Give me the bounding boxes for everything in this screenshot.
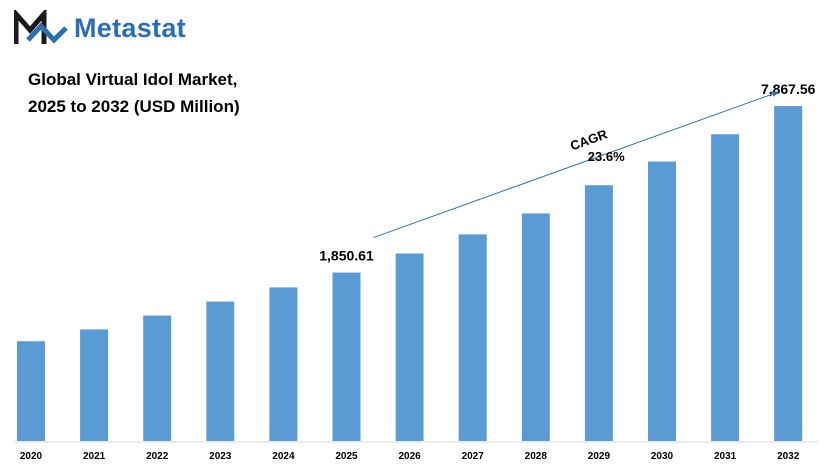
x-tick-2023: 2023 <box>209 451 232 462</box>
brand-logo: Metastat <box>14 8 186 48</box>
bar-2030 <box>648 161 676 442</box>
x-tick-2029: 2029 <box>588 451 611 462</box>
bar-2024 <box>269 287 298 441</box>
bar-2021 <box>80 329 109 441</box>
chart-title-line-2: 2025 to 2032 (USD Million) <box>28 97 240 116</box>
x-tick-2025: 2025 <box>335 451 358 462</box>
metastat-logo-icon <box>14 10 68 44</box>
bar-2025 <box>332 272 361 441</box>
cagr-value: 23.6% <box>588 149 625 164</box>
bar-2020 <box>17 341 45 441</box>
x-tick-2021: 2021 <box>83 451 106 462</box>
x-tick-2024: 2024 <box>272 451 295 462</box>
x-tick-2032: 2032 <box>777 451 800 462</box>
chart-title-line-1: Global Virtual Idol Market, <box>28 70 238 89</box>
bar-2029 <box>584 185 613 441</box>
bar-2027 <box>458 234 487 441</box>
x-tick-2022: 2022 <box>146 451 169 462</box>
bar-2023 <box>206 301 235 441</box>
x-tick-2031: 2031 <box>714 451 737 462</box>
cagr-arrow <box>373 91 780 239</box>
x-tick-2028: 2028 <box>525 451 548 462</box>
data-label-2025: 1,850.61 <box>319 248 374 264</box>
x-tick-2030: 2030 <box>651 451 674 462</box>
x-tick-2026: 2026 <box>398 451 421 462</box>
data-label-2032: 7,867.56 <box>761 81 816 97</box>
bar-2032 <box>774 106 803 442</box>
chart-title: Global Virtual Idol Market, 2025 to 2032… <box>28 66 328 120</box>
bar-2028 <box>521 213 550 441</box>
brand-name: Metastat <box>74 12 186 43</box>
bar-2022 <box>143 315 172 441</box>
x-tick-2020: 2020 <box>20 451 43 462</box>
x-tick-2027: 2027 <box>462 451 485 462</box>
bar-2026 <box>395 253 424 441</box>
bar-2031 <box>711 134 740 441</box>
